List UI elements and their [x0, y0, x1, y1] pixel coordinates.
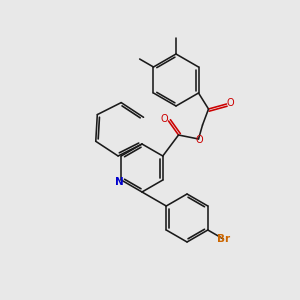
Text: O: O	[227, 98, 234, 108]
Text: O: O	[196, 135, 203, 145]
Text: N: N	[115, 177, 124, 187]
Text: O: O	[161, 114, 168, 124]
Text: Br: Br	[217, 234, 230, 244]
